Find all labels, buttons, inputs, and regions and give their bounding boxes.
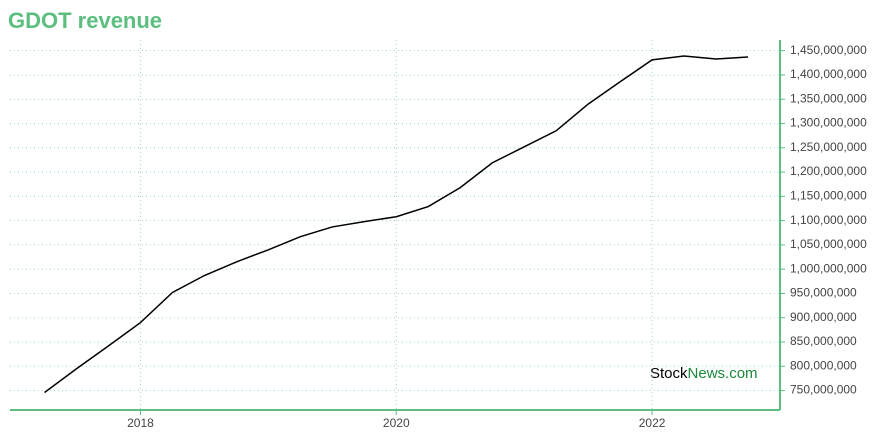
- y-tick-label: 750,000,000: [790, 383, 857, 397]
- y-tick-label: 1,050,000,000: [790, 237, 867, 251]
- x-tick-label: 2022: [639, 416, 666, 430]
- chart-title: GDOT revenue: [8, 8, 162, 33]
- y-tick-label: 850,000,000: [790, 334, 857, 348]
- watermark: StockNews.com: [650, 365, 758, 382]
- y-tick-label: 1,450,000,000: [790, 43, 867, 57]
- y-tick-label: 1,400,000,000: [790, 67, 867, 81]
- watermark-part: News.com: [688, 365, 758, 382]
- y-tick-label: 1,300,000,000: [790, 116, 867, 130]
- x-tick-label: 2020: [383, 416, 410, 430]
- y-tick-label: 800,000,000: [790, 358, 857, 372]
- y-tick-label: 1,100,000,000: [790, 213, 867, 227]
- y-tick-label: 950,000,000: [790, 286, 857, 300]
- y-tick-label: 1,200,000,000: [790, 164, 867, 178]
- watermark-part: Stock: [650, 365, 688, 382]
- y-tick-label: 1,150,000,000: [790, 189, 867, 203]
- x-tick-label: 2018: [127, 416, 154, 430]
- line: [44, 55, 749, 394]
- y-tick-label: 1,350,000,000: [790, 91, 867, 105]
- y-tick-label: 1,000,000,000: [790, 261, 867, 275]
- y-tick-label: 900,000,000: [790, 310, 857, 324]
- y-tick-label: 1,250,000,000: [790, 140, 867, 154]
